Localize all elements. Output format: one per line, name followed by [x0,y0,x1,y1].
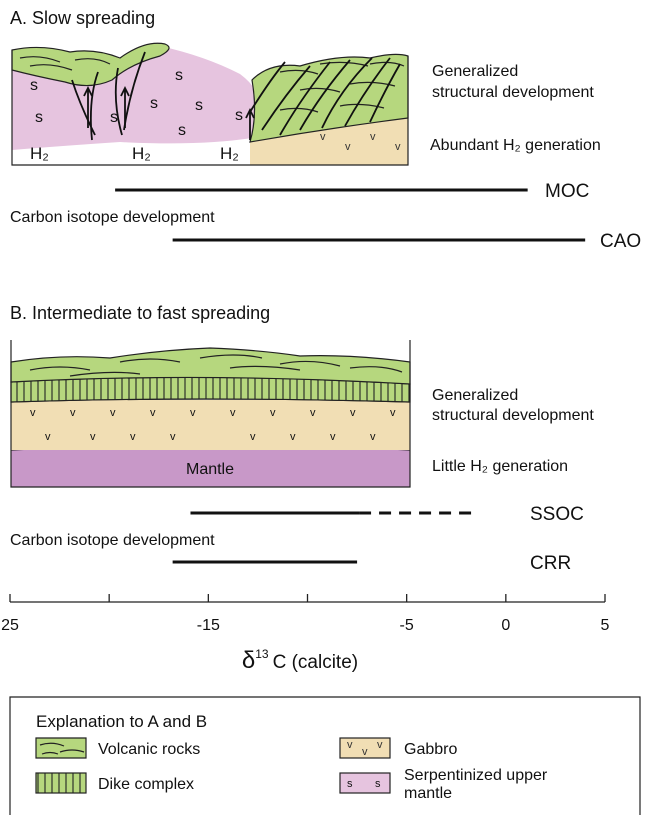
drawing-text: v [170,431,176,443]
figure: A. Slow spreading sss sss ss vvvv H₂ H₂ … [0,0,653,817]
axis-sup: 13 [255,647,269,661]
h2-label: H₂ [220,144,239,163]
drawing-text: s [178,122,186,139]
drawing-text: s [150,95,158,112]
drawing-text: v [230,407,236,419]
carbon-label: Carbon isotope development [10,532,215,549]
range-label: CAO [600,231,641,252]
drawing-text: s [175,67,183,84]
drawing-text: v [350,407,356,419]
axis-symbol: δ [242,647,255,674]
drawing-text: v [395,141,401,153]
carbon-label: Carbon isotope development [10,209,215,226]
drawing-text: v [45,431,51,443]
drawing-text: v [70,407,76,419]
drawing-text: v [310,407,316,419]
legend-title: Explanation to A and B [36,712,207,731]
tick-label: 0 [501,617,510,634]
structure-label: structural development [432,84,594,101]
drawing-text: v [370,131,376,143]
h2-label: H₂ [30,144,49,163]
legend-label: Volcanic rocks [98,741,200,758]
legend-label: Gabbro [404,741,457,758]
x-axis-label: δ13 C (calcite) [242,647,358,674]
drawing-text: v [190,407,196,419]
drawing-text: v [250,431,256,443]
structure-label: Generalized [432,63,518,80]
panel-b-title: B. Intermediate to fast spreading [10,303,270,323]
tick-label: 25 [1,617,19,634]
page: A. Slow spreading sss sss ss vvvv H₂ H₂ … [0,0,653,817]
range-label: MOC [545,181,589,202]
drawing-text: s [35,109,43,126]
drawing-text: v [320,131,326,143]
drawing-text: s [110,109,118,126]
tick-label: 5 [601,617,610,634]
drawing-text: v [270,407,276,419]
legend-label: Dike complex [98,776,194,793]
h2-label: H₂ [132,144,151,163]
drawing-text: s [375,778,381,790]
h2-note: Little H₂ generation [432,458,568,475]
drawing-text: s [235,107,243,124]
axis-text: C (calcite) [273,652,359,673]
drawing-rect [36,773,86,793]
drawing-text: v [390,407,396,419]
tick-label: -5 [400,617,414,634]
structure-label: Generalized [432,387,518,404]
drawing-path [36,738,86,758]
drawing-text: v [330,431,336,443]
drawing-text: v [290,431,296,443]
drawing-text: v [347,739,353,751]
mantle-label: Mantle [186,461,234,478]
range-label: CRR [530,553,571,574]
drawing-text: v [362,746,368,758]
h2-note: Abundant H₂ generation [430,137,601,154]
drawing-text: v [150,407,156,419]
drawing-text: s [347,778,353,790]
drawing-text: v [90,431,96,443]
drawing-text: v [130,431,136,443]
structure-label: structural development [432,407,594,424]
drawing-text: v [110,407,116,419]
drawing-text: v [370,431,376,443]
drawing-text: s [195,97,203,114]
range-label: SSOC [530,504,584,525]
panel-a-title: A. Slow spreading [10,8,155,28]
legend-label: Serpentinized upper [404,767,548,784]
drawing-text: v [345,141,351,153]
drawing-text: v [377,739,383,751]
drawing-text: v [30,407,36,419]
tick-label: -15 [197,617,220,634]
legend-label: mantle [404,785,452,802]
drawing-text: s [30,77,38,94]
